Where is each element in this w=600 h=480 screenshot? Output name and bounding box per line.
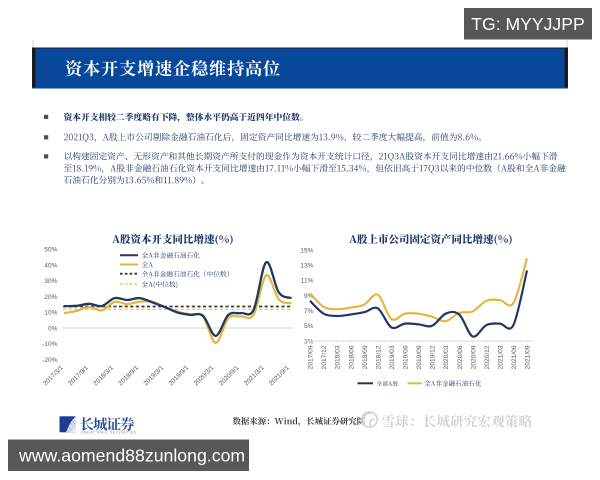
svg-text:2017/12: 2017/12 xyxy=(321,345,328,369)
svg-text:40%: 40% xyxy=(44,262,57,269)
svg-text:2020/06: 2020/06 xyxy=(457,345,464,369)
svg-text:2019/06: 2019/06 xyxy=(403,345,410,369)
svg-text:5%: 5% xyxy=(304,323,314,330)
svg-text:10%: 10% xyxy=(44,310,57,317)
svg-text:3%: 3% xyxy=(304,338,314,345)
svg-text:9%: 9% xyxy=(304,293,314,300)
svg-text:GREAT WALL SECURITIES: GREAT WALL SECURITIES xyxy=(81,430,137,435)
svg-text:2020/09: 2020/09 xyxy=(470,345,477,369)
svg-text:2018/12: 2018/12 xyxy=(375,345,382,369)
svg-text:-20%: -20% xyxy=(42,357,58,364)
svg-text:30%: 30% xyxy=(44,278,57,285)
svg-text:2020/12: 2020/12 xyxy=(484,345,491,369)
svg-text:13%: 13% xyxy=(300,263,313,270)
svg-text:2019/03: 2019/03 xyxy=(389,345,396,369)
svg-text:2017/09: 2017/09 xyxy=(308,345,315,369)
svg-text:2021/03: 2021/03 xyxy=(497,345,504,369)
svg-text:2021/06: 2021/06 xyxy=(511,345,518,369)
svg-text:www.aomend88zunlong.com: www.aomend88zunlong.com xyxy=(18,445,245,465)
svg-text:11%: 11% xyxy=(301,278,314,285)
svg-text:50%: 50% xyxy=(44,247,57,254)
svg-text:2021/09: 2021/09 xyxy=(525,345,532,369)
svg-text:2019/12: 2019/12 xyxy=(430,345,437,369)
svg-text:2018/06: 2018/06 xyxy=(348,345,355,369)
svg-text:20%: 20% xyxy=(44,294,57,301)
svg-text:15%: 15% xyxy=(300,247,313,254)
svg-text:2019/09: 2019/09 xyxy=(416,345,423,369)
svg-text:7%: 7% xyxy=(304,308,314,315)
svg-text:0%: 0% xyxy=(48,325,58,332)
svg-text:-10%: -10% xyxy=(42,341,58,348)
svg-text:2018/09: 2018/09 xyxy=(362,345,369,369)
svg-text:2020/03: 2020/03 xyxy=(443,345,450,369)
svg-text:2018/03: 2018/03 xyxy=(335,345,342,369)
svg-text:TG: MYYJJPP: TG: MYYJJPP xyxy=(471,14,584,34)
